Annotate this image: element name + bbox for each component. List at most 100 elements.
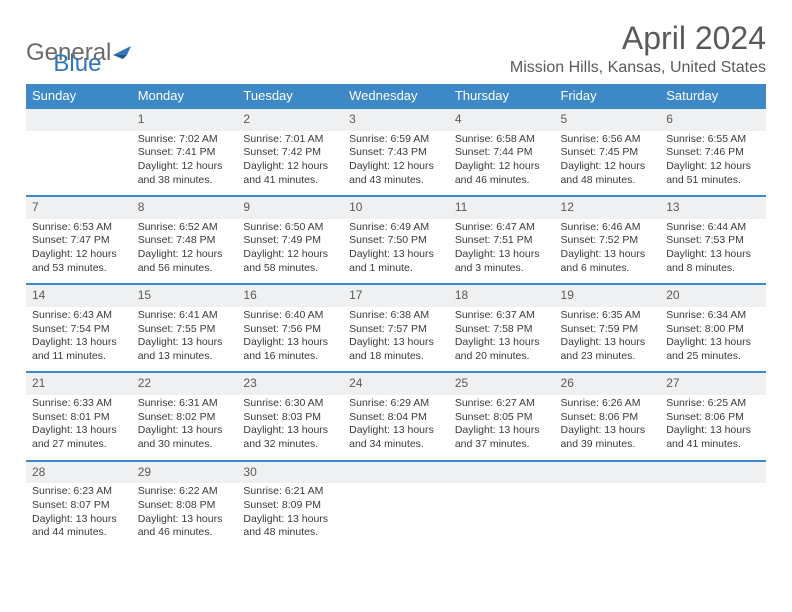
sunset-text: Sunset: 7:56 PM	[243, 323, 337, 337]
day-number-cell: 18	[449, 283, 555, 307]
daylight-line1: Daylight: 12 hours	[349, 160, 443, 174]
day-number-cell	[660, 460, 766, 484]
day-body-cell: Sunrise: 6:22 AMSunset: 8:08 PMDaylight:…	[132, 483, 238, 548]
sunrise-text: Sunrise: 6:41 AM	[138, 309, 232, 323]
day-body-cell: Sunrise: 6:59 AMSunset: 7:43 PMDaylight:…	[343, 131, 449, 196]
daylight-line2: and 16 minutes.	[243, 350, 337, 364]
day-number-cell: 8	[132, 195, 238, 219]
logo-flag-icon	[113, 41, 135, 66]
daylight-line1: Daylight: 13 hours	[138, 513, 232, 527]
day-number-cell: 24	[343, 371, 449, 395]
daylight-line2: and 23 minutes.	[561, 350, 655, 364]
day-body-cell: Sunrise: 6:34 AMSunset: 8:00 PMDaylight:…	[660, 307, 766, 372]
daylight-line1: Daylight: 13 hours	[561, 424, 655, 438]
sunset-text: Sunset: 8:00 PM	[666, 323, 760, 337]
logo: General Blue	[26, 20, 101, 78]
sunset-text: Sunset: 7:58 PM	[455, 323, 549, 337]
sunrise-text: Sunrise: 6:55 AM	[666, 133, 760, 147]
day-body-cell: Sunrise: 6:52 AMSunset: 7:48 PMDaylight:…	[132, 219, 238, 284]
calendar-table: SundayMondayTuesdayWednesdayThursdayFrid…	[26, 84, 766, 548]
sunset-text: Sunset: 7:41 PM	[138, 146, 232, 160]
weekday-header: Tuesday	[237, 84, 343, 107]
sunset-text: Sunset: 7:42 PM	[243, 146, 337, 160]
day-number-cell: 26	[555, 371, 661, 395]
daylight-line1: Daylight: 13 hours	[561, 248, 655, 262]
day-number-cell: 20	[660, 283, 766, 307]
day-number-cell: 23	[237, 371, 343, 395]
sunset-text: Sunset: 7:43 PM	[349, 146, 443, 160]
sunset-text: Sunset: 7:46 PM	[666, 146, 760, 160]
day-body-cell: Sunrise: 6:41 AMSunset: 7:55 PMDaylight:…	[132, 307, 238, 372]
day-body-cell: Sunrise: 6:44 AMSunset: 7:53 PMDaylight:…	[660, 219, 766, 284]
sunrise-text: Sunrise: 6:31 AM	[138, 397, 232, 411]
daylight-line1: Daylight: 13 hours	[32, 336, 126, 350]
day-body-cell: Sunrise: 6:46 AMSunset: 7:52 PMDaylight:…	[555, 219, 661, 284]
daylight-line2: and 1 minute.	[349, 262, 443, 276]
daylight-line2: and 41 minutes.	[666, 438, 760, 452]
day-number-cell: 7	[26, 195, 132, 219]
daylight-line1: Daylight: 12 hours	[138, 160, 232, 174]
daylight-line1: Daylight: 12 hours	[138, 248, 232, 262]
day-number-row: 14151617181920	[26, 283, 766, 307]
sunrise-text: Sunrise: 6:46 AM	[561, 221, 655, 235]
day-number-row: 282930	[26, 460, 766, 484]
day-number-cell: 4	[449, 107, 555, 131]
daylight-line1: Daylight: 13 hours	[138, 336, 232, 350]
sunrise-text: Sunrise: 6:50 AM	[243, 221, 337, 235]
daylight-line2: and 32 minutes.	[243, 438, 337, 452]
sunset-text: Sunset: 8:08 PM	[138, 499, 232, 513]
title-block: April 2024 Mission Hills, Kansas, United…	[510, 20, 766, 77]
day-body-cell: Sunrise: 6:58 AMSunset: 7:44 PMDaylight:…	[449, 131, 555, 196]
day-body-row: Sunrise: 6:53 AMSunset: 7:47 PMDaylight:…	[26, 219, 766, 284]
day-number-cell: 14	[26, 283, 132, 307]
daylight-line2: and 48 minutes.	[561, 174, 655, 188]
sunrise-text: Sunrise: 7:02 AM	[138, 133, 232, 147]
daylight-line1: Daylight: 13 hours	[455, 248, 549, 262]
sunset-text: Sunset: 8:03 PM	[243, 411, 337, 425]
daylight-line1: Daylight: 13 hours	[32, 424, 126, 438]
sunset-text: Sunset: 7:49 PM	[243, 234, 337, 248]
daylight-line1: Daylight: 13 hours	[243, 424, 337, 438]
daylight-line2: and 27 minutes.	[32, 438, 126, 452]
daylight-line2: and 25 minutes.	[666, 350, 760, 364]
sunrise-text: Sunrise: 6:49 AM	[349, 221, 443, 235]
day-body-row: Sunrise: 6:23 AMSunset: 8:07 PMDaylight:…	[26, 483, 766, 548]
daylight-line1: Daylight: 12 hours	[243, 248, 337, 262]
day-number-cell: 25	[449, 371, 555, 395]
day-number-cell: 9	[237, 195, 343, 219]
day-number-cell: 17	[343, 283, 449, 307]
day-number-cell: 3	[343, 107, 449, 131]
sunset-text: Sunset: 7:45 PM	[561, 146, 655, 160]
sunset-text: Sunset: 7:48 PM	[138, 234, 232, 248]
daylight-line2: and 41 minutes.	[243, 174, 337, 188]
sunset-text: Sunset: 7:47 PM	[32, 234, 126, 248]
day-body-cell: Sunrise: 6:33 AMSunset: 8:01 PMDaylight:…	[26, 395, 132, 460]
day-number-cell: 2	[237, 107, 343, 131]
daylight-line1: Daylight: 13 hours	[666, 424, 760, 438]
daylight-line1: Daylight: 13 hours	[455, 336, 549, 350]
day-number-cell: 10	[343, 195, 449, 219]
sunset-text: Sunset: 8:07 PM	[32, 499, 126, 513]
daylight-line1: Daylight: 12 hours	[32, 248, 126, 262]
sunrise-text: Sunrise: 6:40 AM	[243, 309, 337, 323]
day-body-cell	[26, 131, 132, 196]
day-body-cell: Sunrise: 6:53 AMSunset: 7:47 PMDaylight:…	[26, 219, 132, 284]
day-body-cell: Sunrise: 6:38 AMSunset: 7:57 PMDaylight:…	[343, 307, 449, 372]
day-number-cell: 13	[660, 195, 766, 219]
daylight-line1: Daylight: 13 hours	[349, 424, 443, 438]
day-body-cell: Sunrise: 6:50 AMSunset: 7:49 PMDaylight:…	[237, 219, 343, 284]
day-number-row: 78910111213	[26, 195, 766, 219]
sunset-text: Sunset: 7:53 PM	[666, 234, 760, 248]
header: General Blue April 2024 Mission Hills, K…	[26, 20, 766, 78]
day-number-cell: 19	[555, 283, 661, 307]
page-title: April 2024	[510, 20, 766, 57]
day-number-row: 21222324252627	[26, 371, 766, 395]
daylight-line2: and 58 minutes.	[243, 262, 337, 276]
day-body-cell: Sunrise: 7:01 AMSunset: 7:42 PMDaylight:…	[237, 131, 343, 196]
daylight-line2: and 13 minutes.	[138, 350, 232, 364]
daylight-line2: and 46 minutes.	[138, 526, 232, 540]
day-body-cell	[555, 483, 661, 548]
day-body-cell: Sunrise: 6:47 AMSunset: 7:51 PMDaylight:…	[449, 219, 555, 284]
daylight-line1: Daylight: 13 hours	[243, 513, 337, 527]
sunrise-text: Sunrise: 6:33 AM	[32, 397, 126, 411]
